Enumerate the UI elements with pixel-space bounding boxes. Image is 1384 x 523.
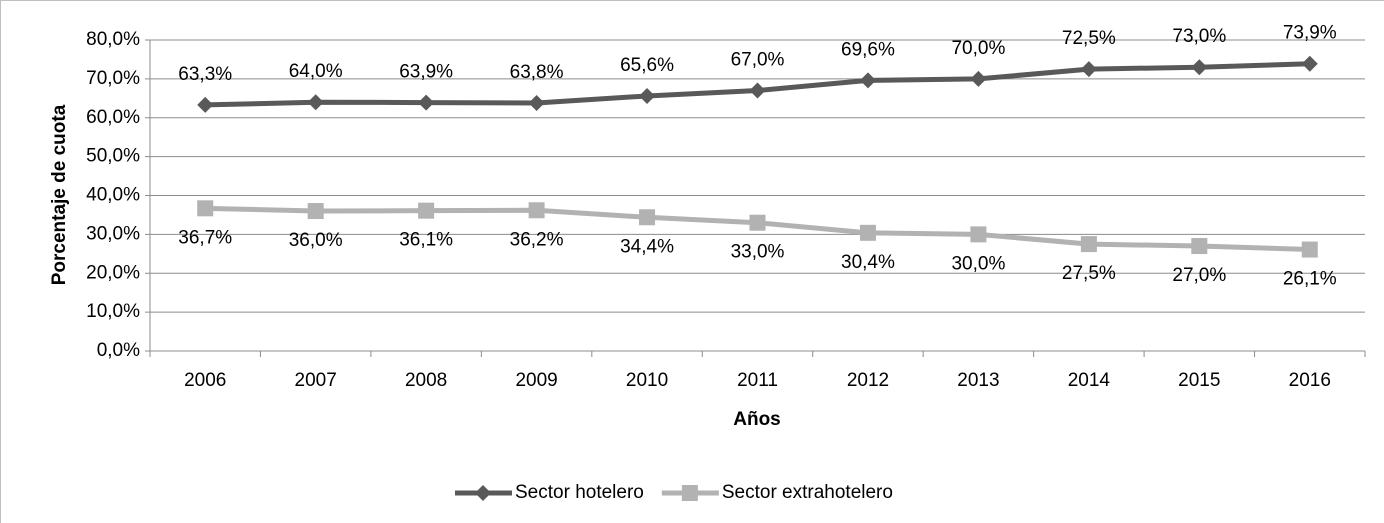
data-label: 33,0% <box>731 242 785 263</box>
x-tick-label: 2011 <box>737 370 778 391</box>
data-label: 73,9% <box>1283 23 1337 44</box>
data-label: 63,9% <box>399 62 453 83</box>
data-label: 72,5% <box>1062 28 1116 49</box>
data-label: 69,6% <box>841 39 895 60</box>
data-point <box>307 94 324 111</box>
data-label: 70,0% <box>951 38 1005 59</box>
data-label: 36,7% <box>178 227 232 248</box>
data-point <box>197 200 214 217</box>
data-label: 65,6% <box>620 55 674 76</box>
data-label: 36,1% <box>399 230 453 251</box>
y-tick-label: 50,0% <box>86 146 140 167</box>
y-tick-label: 70,0% <box>86 68 140 89</box>
x-tick-label: 2013 <box>957 370 999 391</box>
y-tick-label: 20,0% <box>86 262 140 283</box>
data-label: 63,3% <box>178 64 232 85</box>
legend-label: Sector extrahotelero <box>722 482 893 503</box>
data-label: 27,0% <box>1172 265 1226 286</box>
y-axis-title: Porcentaje de cuota <box>49 104 70 285</box>
data-point <box>528 202 545 219</box>
x-tick-label: 2009 <box>515 370 557 391</box>
data-label: 67,0% <box>731 50 785 71</box>
data-point <box>1191 238 1208 255</box>
data-point <box>859 72 876 89</box>
data-point <box>970 226 987 243</box>
data-label: 36,2% <box>510 229 564 250</box>
x-tick-label: 2012 <box>847 370 889 391</box>
x-tick-label: 2010 <box>626 370 668 391</box>
data-point <box>859 224 876 241</box>
data-label: 30,4% <box>841 252 895 273</box>
data-point <box>1191 59 1208 76</box>
y-tick-label: 60,0% <box>86 107 140 128</box>
data-point <box>970 70 987 87</box>
y-tick-label: 40,0% <box>86 185 140 206</box>
x-tick-label: 2016 <box>1289 370 1331 391</box>
legend-marker <box>681 485 698 501</box>
data-label: 27,5% <box>1062 263 1116 284</box>
data-label: 34,4% <box>620 236 674 257</box>
data-point <box>307 203 324 220</box>
data-point <box>639 209 656 226</box>
data-point <box>1080 236 1097 253</box>
data-point <box>197 96 214 113</box>
data-point <box>1301 55 1318 72</box>
x-tick-label: 2015 <box>1178 370 1220 391</box>
data-label: 63,8% <box>510 62 564 83</box>
y-tick-label: 30,0% <box>86 223 140 244</box>
data-label: 64,0% <box>289 61 343 82</box>
y-tick-label: 10,0% <box>86 301 140 322</box>
x-tick-label: 2008 <box>405 370 447 391</box>
data-label: 73,0% <box>1172 26 1226 47</box>
y-tick-label: 80,0% <box>86 29 140 50</box>
data-point <box>1080 61 1097 78</box>
data-point <box>418 94 435 111</box>
legend-label: Sector hotelero <box>515 482 644 503</box>
data-point <box>639 87 656 104</box>
legend-marker <box>475 485 491 501</box>
y-tick-label: 0,0% <box>97 340 140 361</box>
data-label: 26,1% <box>1283 269 1337 290</box>
data-label: 36,0% <box>289 230 343 251</box>
data-label: 30,0% <box>951 253 1005 274</box>
data-point <box>749 214 766 231</box>
x-tick-label: 2007 <box>295 370 337 391</box>
data-point <box>749 82 766 99</box>
x-axis-title: Años <box>733 409 781 430</box>
data-point <box>528 94 545 111</box>
data-point <box>1301 241 1318 258</box>
data-point <box>418 202 435 219</box>
x-tick-label: 2006 <box>184 370 226 391</box>
x-tick-label: 2014 <box>1068 370 1111 391</box>
